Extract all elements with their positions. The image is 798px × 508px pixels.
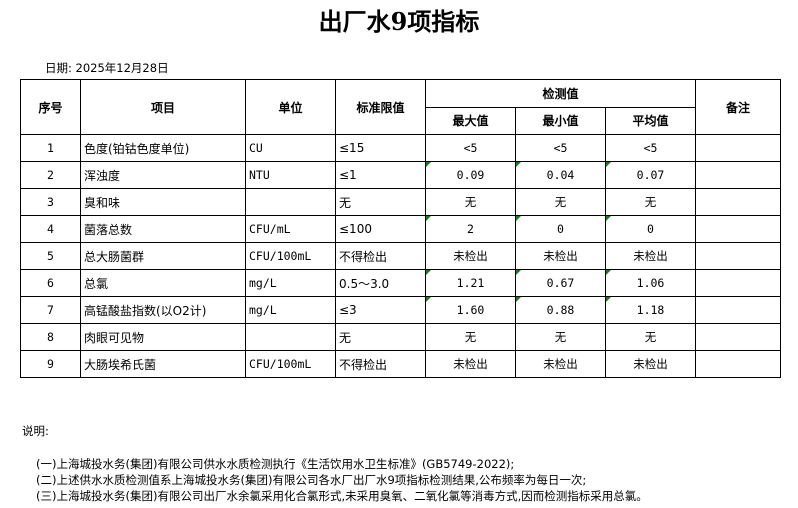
cell-max: 1.60 (425, 296, 516, 324)
cell-avg: 未检出 (605, 242, 696, 270)
cell-limit: ≤15 (335, 134, 426, 162)
notes-heading: 说明: (22, 424, 49, 438)
table-row: 3 臭和味无无无无 (20, 188, 781, 216)
cell-min: <5 (515, 134, 606, 162)
cell-unit (245, 188, 336, 216)
table-row: 1 色度(铂钴色度单位) CU ≤15 <5 <5 <5 (20, 134, 781, 162)
cell-min: 未检出 (515, 350, 606, 378)
cell-avg: 1.06 (605, 269, 696, 297)
header-min: 最小值 (515, 106, 606, 135)
cell-max: 未检出 (425, 242, 516, 270)
note-3: (三)上海城投水务(集团)有限公司出厂水余氯采用化合氯形式,未采用臭氧、二氧化氯… (36, 489, 648, 503)
cell-limit: 0.5～3.0 (335, 269, 426, 297)
cell-min: 0.04 (515, 161, 606, 189)
header-avg: 平均值 (605, 106, 696, 135)
cell-unit: mg/L (245, 296, 336, 324)
cell-avg: 无 (605, 188, 696, 216)
cell-item: 总大肠菌群 (80, 242, 246, 270)
cell-limit: 无 (335, 323, 426, 351)
cell-unit: CFU/100mL (245, 242, 336, 270)
header-no: 序号 (20, 79, 81, 135)
cell-item: 大肠埃希氏菌 (80, 350, 246, 378)
cell-remark (695, 269, 781, 297)
water-quality-table: 序号 项目 单位 标准限值 检测值 备注 最大值 最小值 平均值 1 色度(铂钴色… (20, 79, 781, 378)
cell-remark (695, 188, 781, 216)
cell-no: 2 (20, 161, 81, 189)
header-unit: 单位 (245, 79, 336, 135)
cell-remark (695, 296, 781, 324)
cell-min: 未检出 (515, 242, 606, 270)
cell-remark (695, 134, 781, 162)
cell-no: 9 (20, 350, 81, 378)
cell-no: 4 (20, 215, 81, 243)
note-2: (二)上述供水水质检测值系上海城投水务(集团)有限公司各水厂出厂水9项指标检测结… (36, 473, 587, 487)
table-row: 6 总氯 mg/L 0.5～3.0 1.21 0.67 1.06 (20, 269, 781, 297)
cell-limit: 不得检出 (335, 242, 426, 270)
cell-avg: 无 (605, 323, 696, 351)
cell-remark (695, 215, 781, 243)
header-limit: 标准限值 (335, 79, 426, 135)
cell-unit: mg/L (245, 269, 336, 297)
table-row: 7 高锰酸盐指数(以O2计) mg/L ≤3 1.60 0.88 1.18 (20, 296, 781, 324)
cell-item: 高锰酸盐指数(以O2计) (80, 296, 246, 324)
table-row: 2 浑浊度 NTU ≤1 0.09 0.04 0.07 (20, 161, 781, 189)
report-date: 日期: 2025年12月28日 (45, 61, 169, 75)
header-item: 项目 (80, 79, 246, 135)
cell-max: 1.21 (425, 269, 516, 297)
cell-max: 2 (425, 215, 516, 243)
cell-max: <5 (425, 134, 516, 162)
cell-limit: ≤3 (335, 296, 426, 324)
table-row: 5 总大肠菌群 CFU/100mL 不得检出 未检出 未检出 未检出 (20, 242, 781, 270)
cell-item: 浑浊度 (80, 161, 246, 189)
cell-item: 菌落总数 (80, 215, 246, 243)
cell-limit: ≤100 (335, 215, 426, 243)
cell-unit: CFU/100mL (245, 350, 336, 378)
cell-remark (695, 161, 781, 189)
cell-max: 未检出 (425, 350, 516, 378)
table-row: 4 菌落总数 CFU/mL ≤100 2 0 0 (20, 215, 781, 243)
cell-avg: 0.07 (605, 161, 696, 189)
cell-min: 无 (515, 323, 606, 351)
cell-item: 肉眼可见物 (80, 323, 246, 351)
cell-unit (245, 323, 336, 351)
cell-remark (695, 242, 781, 270)
cell-remark (695, 350, 781, 378)
cell-unit: CFU/mL (245, 215, 336, 243)
cell-min: 0.88 (515, 296, 606, 324)
cell-unit: NTU (245, 161, 336, 189)
table-row: 9 大肠埃希氏菌 CFU/100mL 不得检出 未检出 未检出 未检出 (20, 350, 781, 378)
cell-min: 无 (515, 188, 606, 216)
header-measured: 检测值 (425, 79, 696, 108)
cell-no: 5 (20, 242, 81, 270)
page-title: 出厂水9项指标 (318, 7, 480, 36)
note-1: (一)上海城投水务(集团)有限公司供水水质检测执行《生活饮用水卫生标准》(GB5… (36, 457, 515, 471)
cell-avg: 1.18 (605, 296, 696, 324)
cell-avg: <5 (605, 134, 696, 162)
cell-no: 1 (20, 134, 81, 162)
cell-remark (695, 323, 781, 351)
cell-avg: 未检出 (605, 350, 696, 378)
cell-item: 总氯 (80, 269, 246, 297)
header-max: 最大值 (425, 106, 516, 135)
cell-max: 无 (425, 188, 516, 216)
cell-limit: 无 (335, 188, 426, 216)
cell-limit: ≤1 (335, 161, 426, 189)
cell-min: 0.67 (515, 269, 606, 297)
cell-no: 7 (20, 296, 81, 324)
cell-unit: CU (245, 134, 336, 162)
cell-max: 无 (425, 323, 516, 351)
cell-max: 0.09 (425, 161, 516, 189)
cell-min: 0 (515, 215, 606, 243)
cell-limit: 不得检出 (335, 350, 426, 378)
cell-no: 8 (20, 323, 81, 351)
cell-avg: 0 (605, 215, 696, 243)
cell-item: 臭和味 (80, 188, 246, 216)
notes: 说明: (一)上海城投水务(集团)有限公司供水水质检测执行《生活饮用水卫生标准》… (22, 423, 648, 504)
cell-no: 3 (20, 188, 81, 216)
cell-item: 色度(铂钴色度单位) (80, 134, 246, 162)
header-remark: 备注 (695, 79, 781, 135)
table-row: 8 肉眼可见物无无无无 (20, 323, 781, 351)
cell-no: 6 (20, 269, 81, 297)
